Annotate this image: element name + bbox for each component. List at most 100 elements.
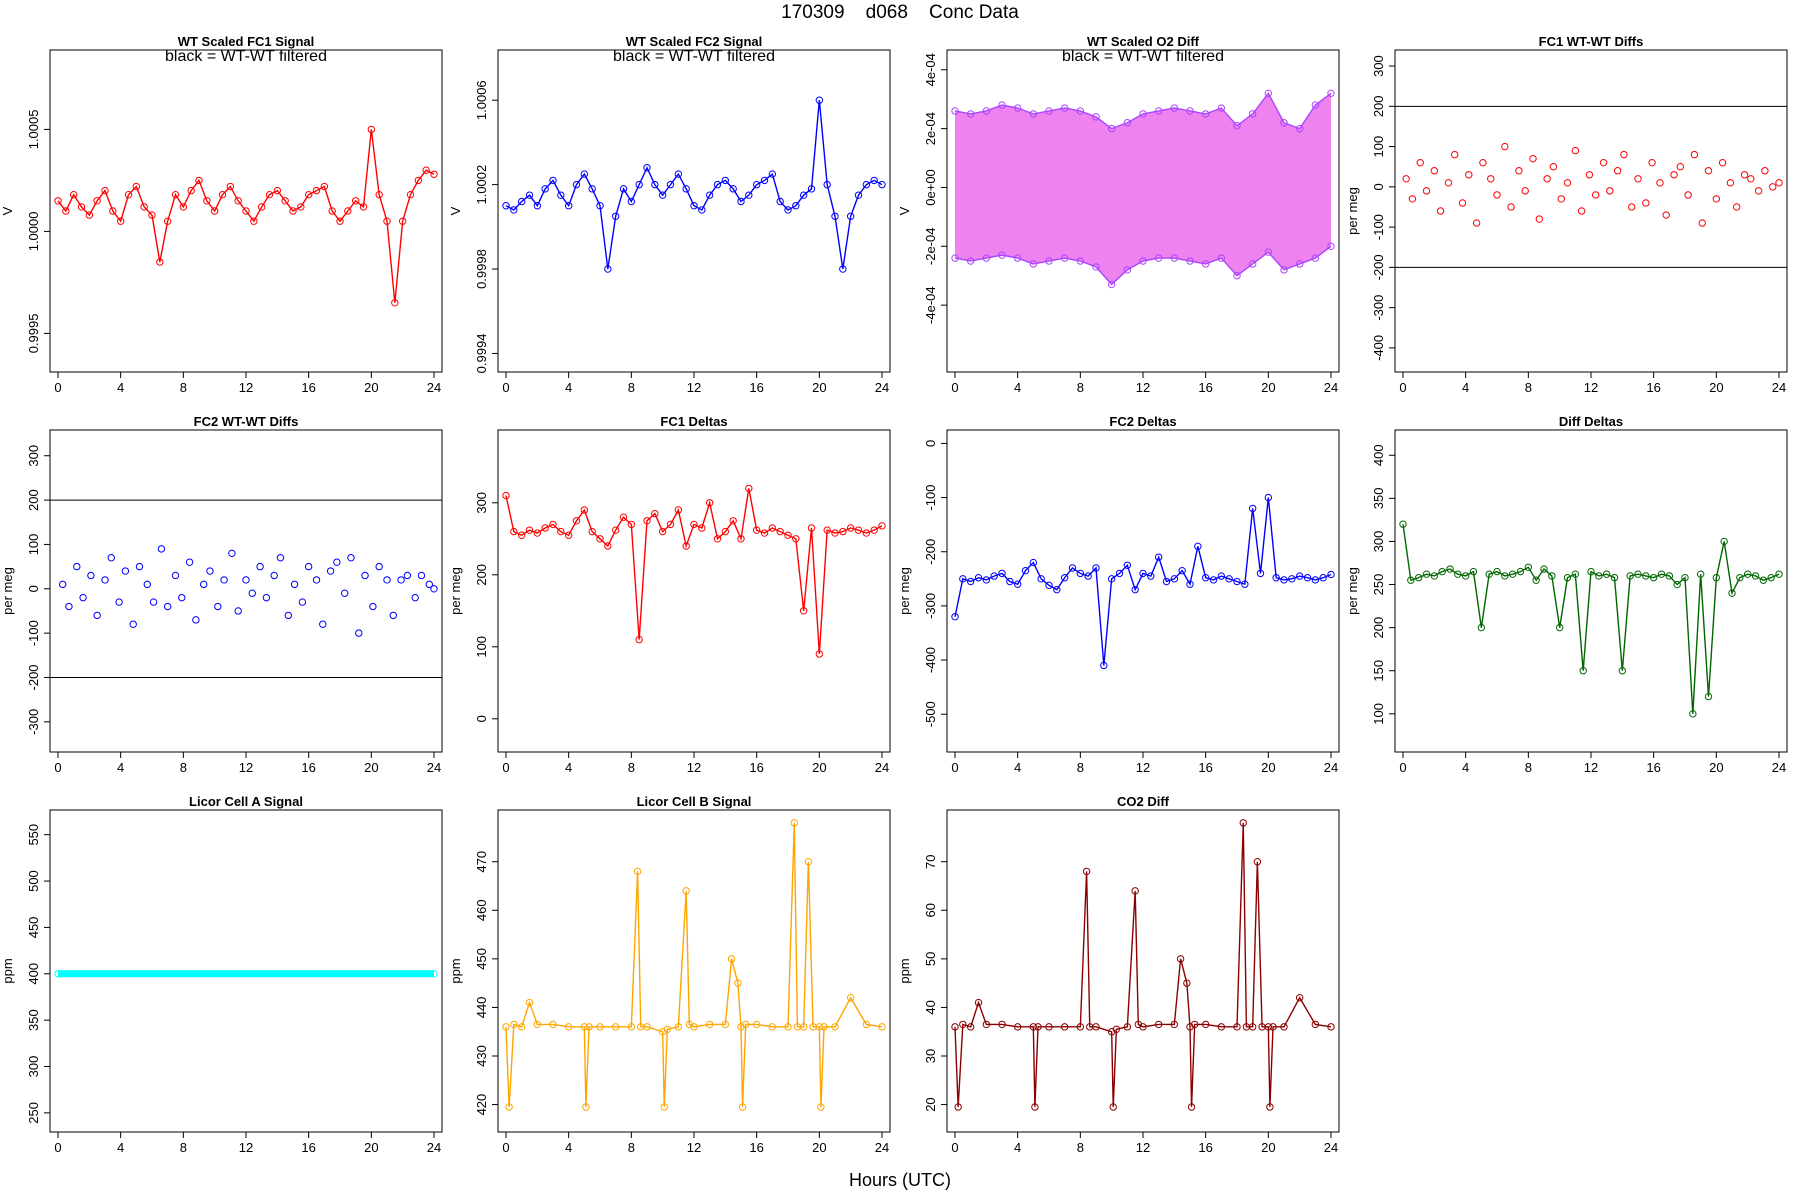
data-point: [1295, 572, 1304, 580]
x-tick-label: 24: [875, 380, 889, 395]
data-point: [290, 580, 299, 589]
data-point: [276, 554, 285, 562]
data-point: [817, 1103, 825, 1111]
data-point: [1436, 207, 1445, 215]
x-tick-label: 16: [301, 1140, 315, 1155]
chart-panel-10: CO2 Diff ppm 0 4 8 12 16 20 24 20 30 40 50 60 70: [897, 794, 1340, 1155]
data-point: [1029, 558, 1038, 567]
data-point: [596, 202, 604, 210]
data-point: [1201, 260, 1210, 268]
data-point: [982, 107, 991, 115]
data-point: [966, 257, 975, 265]
data-point: [854, 191, 863, 199]
data-point: [502, 491, 510, 500]
data-point: [79, 593, 87, 602]
data-point: [1487, 175, 1495, 183]
data-point: [1084, 572, 1092, 580]
plot-frame: [497, 49, 891, 373]
x-tick-label: 0: [951, 760, 958, 775]
data-point: [179, 203, 188, 211]
data-point: [990, 572, 998, 580]
data-point: [414, 176, 423, 185]
data-point: [1248, 260, 1257, 268]
x-tick-label: 20: [364, 1140, 378, 1155]
data-point: [998, 569, 1006, 578]
data-point: [1656, 179, 1664, 187]
plot-area: [502, 819, 886, 1111]
data-point: [660, 1103, 668, 1111]
data-point: [1634, 175, 1642, 183]
x-tick-label: 8: [1077, 1140, 1084, 1155]
data-point: [1769, 183, 1777, 191]
y-tick-label: 40: [923, 1000, 938, 1014]
data-point: [611, 1023, 620, 1031]
data-point: [1264, 248, 1273, 256]
y-tick-label: -400: [923, 647, 938, 673]
data-point: [627, 1023, 636, 1031]
data-point: [1029, 110, 1038, 118]
data-point: [132, 182, 141, 191]
data-point: [666, 180, 675, 189]
data-point: [1416, 158, 1424, 167]
x-tick-label: 4: [1014, 1140, 1021, 1155]
x-tick-label: 12: [1136, 760, 1150, 775]
data-point: [776, 197, 784, 206]
data-point: [1620, 150, 1628, 159]
data-point: [1013, 254, 1022, 262]
data-point: [226, 182, 235, 191]
y-tick-label: 0.9995: [26, 314, 41, 354]
series-line: [1402, 524, 1780, 714]
data-point: [326, 567, 335, 575]
x-axis-label: Hours (UTC): [849, 1170, 951, 1190]
data-point: [974, 998, 983, 1007]
data-point: [1107, 575, 1116, 583]
data-point: [367, 125, 376, 134]
plot-area: [50, 499, 442, 678]
data-point: [1045, 107, 1053, 115]
data-point: [604, 542, 612, 550]
data-point: [760, 176, 769, 185]
x-tick-label: 24: [427, 380, 441, 395]
series-line: [954, 497, 1332, 666]
data-point: [1154, 1020, 1163, 1029]
data-point: [1013, 1023, 1022, 1031]
data-point: [839, 265, 847, 273]
data-point: [1241, 580, 1249, 588]
x-tick-label: 16: [1646, 380, 1660, 395]
y-tick-label: 20: [923, 1097, 938, 1111]
data-point: [643, 164, 651, 172]
data-point: [1233, 577, 1241, 586]
y-tick-label: 1.0000: [26, 212, 41, 252]
data-point: [870, 526, 878, 534]
data-point: [1761, 167, 1769, 175]
data-point: [951, 1023, 959, 1031]
data-point: [998, 101, 1006, 109]
data-point: [1684, 191, 1692, 199]
data-point: [220, 576, 228, 584]
y-tick-label: 0.9994: [474, 334, 489, 374]
y-tick-label: 150: [1371, 660, 1386, 682]
data-point: [998, 1020, 1006, 1029]
data-point: [674, 170, 683, 178]
data-point: [1123, 266, 1132, 274]
data-point: [1029, 1023, 1038, 1031]
data-point: [1045, 257, 1053, 265]
data-point: [820, 1023, 828, 1031]
data-point: [1451, 150, 1459, 159]
data-point: [1676, 163, 1685, 171]
data-point: [1751, 572, 1760, 580]
data-point: [1123, 1023, 1132, 1031]
data-point: [273, 186, 282, 195]
y-tick-label: 440: [474, 997, 489, 1019]
data-point: [1256, 569, 1265, 578]
data-point: [101, 186, 109, 195]
data-point: [1648, 158, 1656, 167]
data-point: [517, 531, 526, 539]
data-point: [336, 217, 344, 225]
data-point: [1264, 1023, 1273, 1031]
y-tick-label: -500: [923, 701, 938, 727]
data-point: [87, 571, 95, 580]
x-tick-label: 12: [687, 760, 701, 775]
